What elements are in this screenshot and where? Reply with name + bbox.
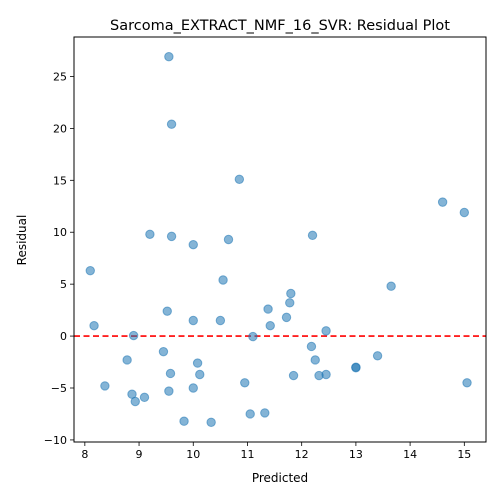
y-tick-label: 0 [60,330,67,343]
data-point [166,231,177,242]
y-tick-label: 15 [53,174,67,187]
x-tick-label: 11 [240,448,254,461]
data-point [164,52,174,62]
data-point [130,396,140,407]
data-point [459,207,470,218]
data-point [351,363,361,373]
y-tick-label: −5 [51,382,67,395]
x-tick-label: 10 [186,448,200,461]
data-point [188,239,198,250]
scatter-points [85,52,472,427]
data-point [286,288,296,299]
data-point [179,416,189,426]
data-point [192,358,203,368]
data-point [260,408,270,418]
data-point [128,330,139,341]
data-point [240,378,250,388]
y-tick-label: −10 [44,434,67,447]
data-point [307,230,318,241]
x-axis-ticks: 8 9 10 11 12 13 14 15 [81,442,471,461]
data-point [139,392,150,403]
data-point [306,341,317,352]
data-point [372,351,383,361]
data-point [321,369,331,380]
data-point [206,417,216,427]
x-tick-label: 8 [81,448,88,461]
x-tick-label: 15 [457,448,471,461]
data-point [437,197,448,207]
data-point [265,320,275,331]
plot-area-frame [73,36,487,443]
y-tick-label: 5 [60,278,67,291]
data-point [122,355,132,365]
data-point [234,174,245,184]
x-tick-label: 12 [295,448,309,461]
data-point [188,315,198,326]
data-point [310,355,320,365]
data-point [462,378,472,388]
data-point [386,281,396,291]
data-point [85,265,95,276]
data-point [100,381,110,391]
data-point [215,315,226,326]
data-point [288,370,299,381]
data-point [145,229,155,240]
y-axis-title: Residual [15,215,29,266]
data-point [195,369,205,380]
data-point [166,119,177,129]
data-point [263,304,273,314]
data-point [188,383,198,393]
chart-title: Sarcoma_EXTRACT_NMF_16_SVR: Residual Plo… [110,18,450,34]
data-point [245,409,255,419]
y-tick-label: 20 [53,122,67,135]
data-point [164,386,174,396]
data-point [89,320,99,331]
data-point [248,331,258,342]
y-axis-ticks: −10 −5 0 5 10 15 20 25 [44,70,74,447]
data-point [285,298,295,308]
x-tick-label: 13 [349,448,363,461]
x-tick-label: 14 [403,448,417,461]
data-point [158,346,169,357]
y-tick-label: 10 [53,226,67,239]
y-tick-label: 25 [53,70,67,83]
data-point [218,275,228,285]
data-point [162,306,172,316]
x-tick-label: 9 [136,448,143,461]
data-point [223,234,234,245]
data-point [321,326,331,336]
x-axis-title: Predicted [252,471,308,485]
data-point [281,312,292,323]
data-point [165,368,176,379]
